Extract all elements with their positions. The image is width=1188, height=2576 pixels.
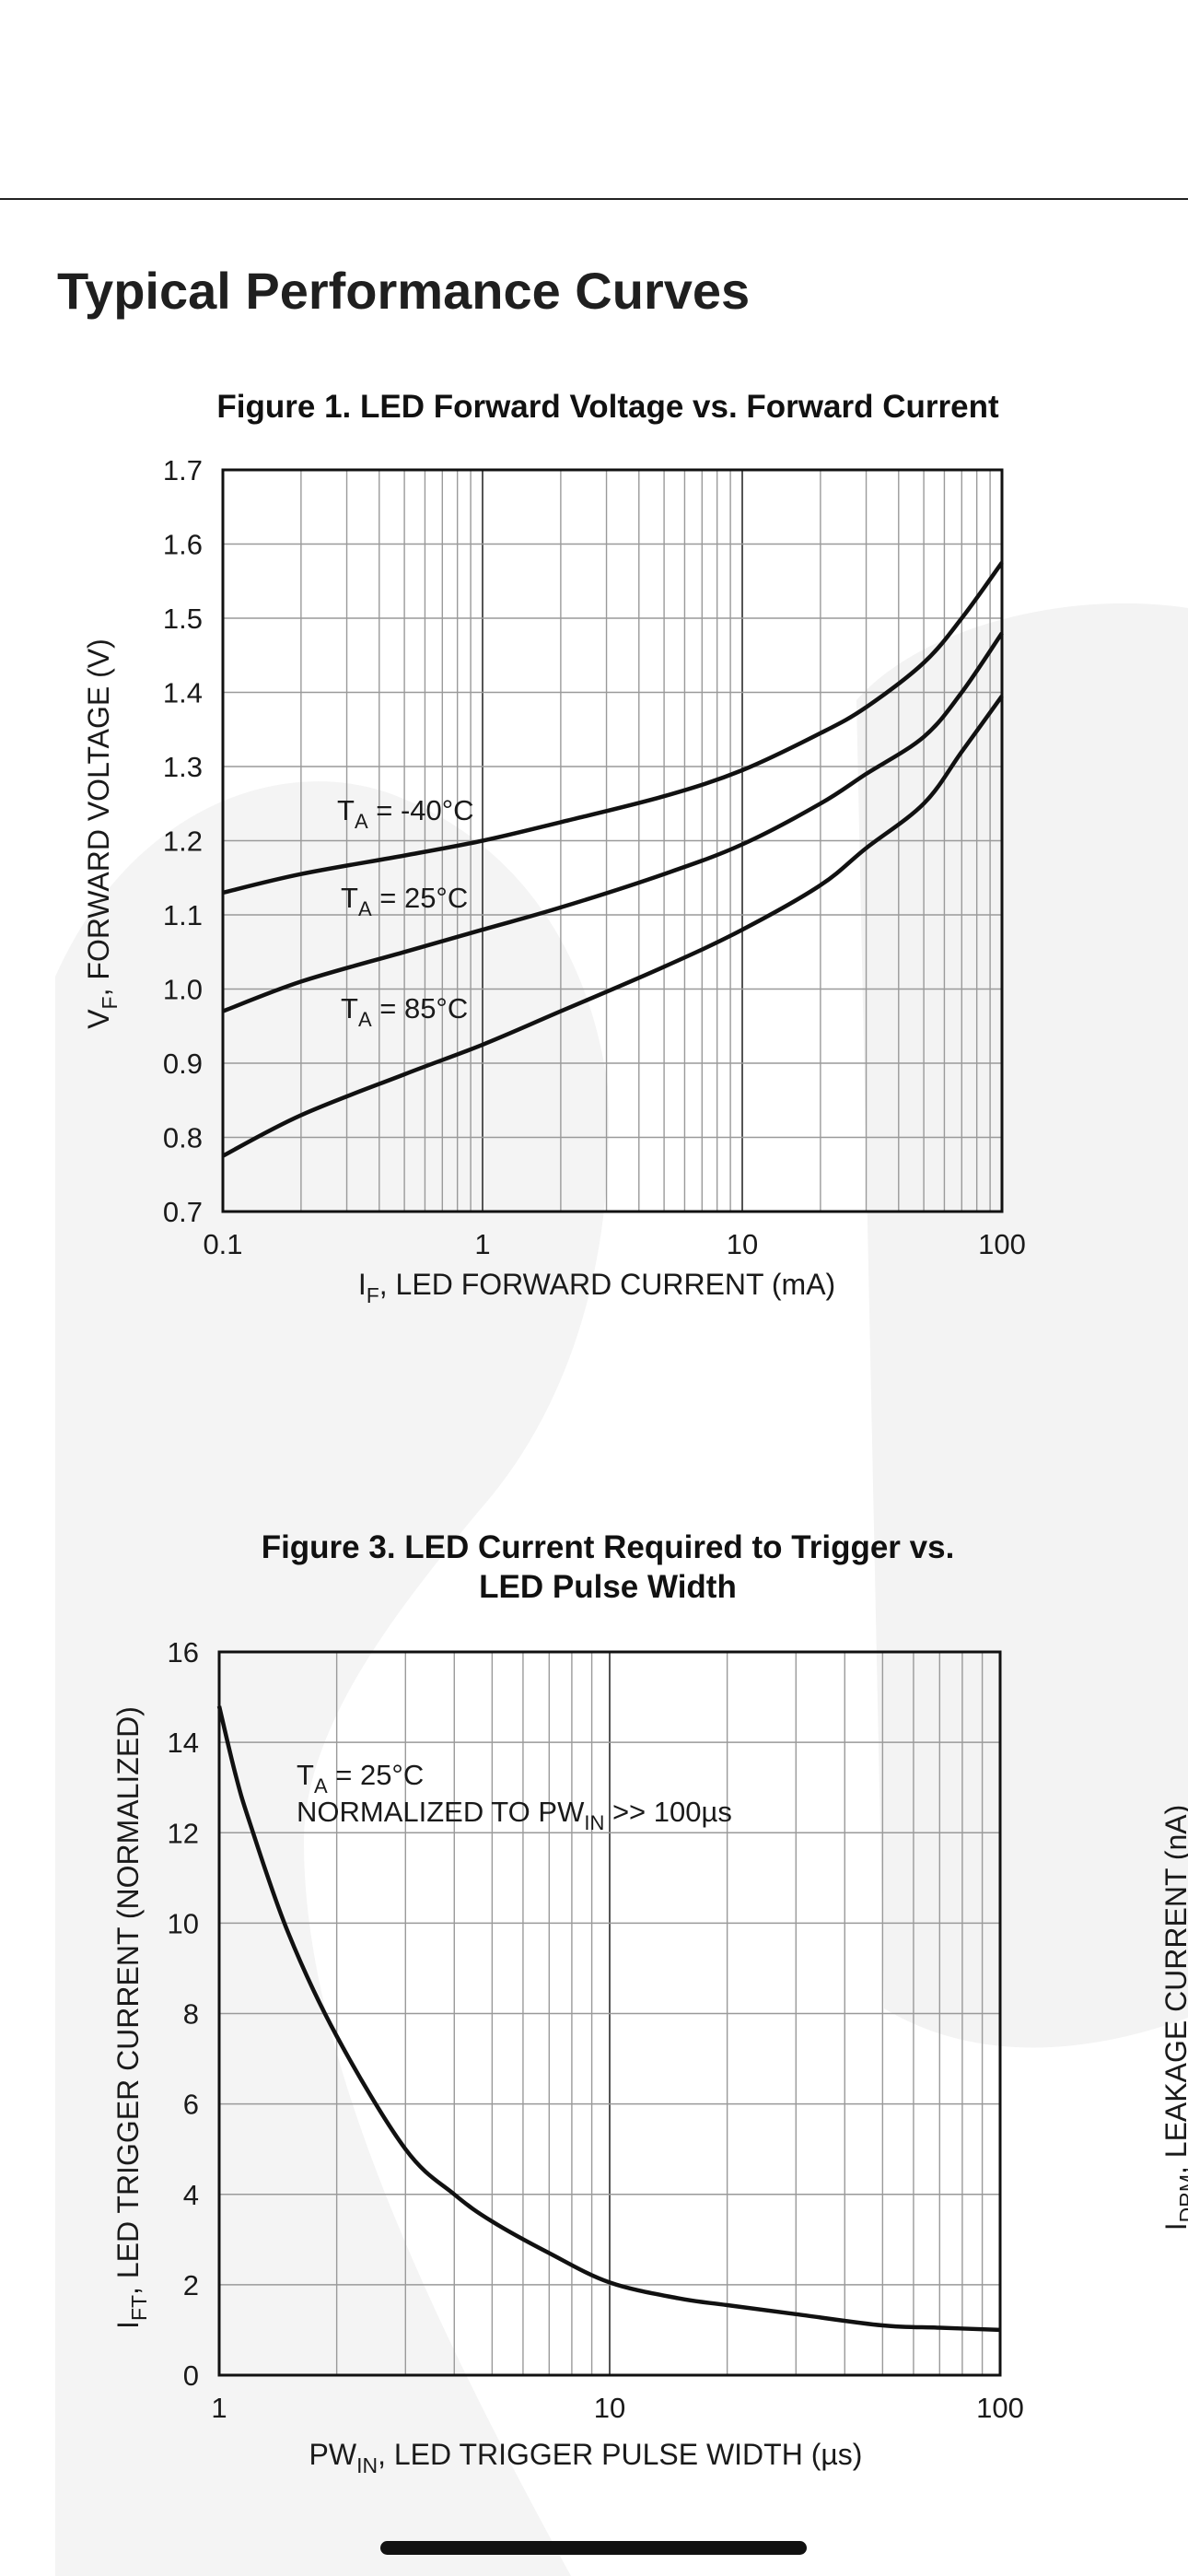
annotation-ta-25: TA = 25°C [341, 882, 468, 920]
series-line-0-1 [222, 631, 1004, 1013]
y-tick-label: 1.6 [163, 529, 203, 561]
y-tick-label: 1.4 [163, 677, 203, 709]
figure-3-title-line-1: Figure 3. LED Current Required to Trigge… [261, 1529, 955, 1565]
series-line-0-0 [222, 561, 1004, 896]
series-line-1-0 [216, 1705, 1001, 2333]
figure-1-title-text: Figure 1. LED Forward Voltage vs. Forwar… [216, 389, 999, 425]
annotation-normalized: NORMALIZED TO PWIN >> 100µs [297, 1796, 732, 1834]
figure-3-title-line-2: LED Pulse Width [479, 1569, 737, 1605]
x-tick-label: 0.1 [203, 1228, 242, 1260]
y-tick-label: 1.2 [163, 825, 203, 858]
y-tick-label: 1.1 [163, 899, 203, 931]
figure-1-chart: 0.1 1 10 100 0.7 0.8 0.9 1.0 1.1 1.2 1.3 1.4 1.5 1.6 1… [82, 454, 1026, 1307]
page-title: Typical Performance Curves [57, 262, 751, 320]
figure-3-y-axis-label: IFT, LED TRIGGER CURRENT (NORMALIZED) [111, 1706, 151, 2329]
annotation-ta-85: TA = 85°C [341, 992, 468, 1031]
y-tick-label: 0 [183, 2359, 199, 2392]
y-tick-label: 10 [168, 1907, 199, 1939]
y-tick-label: 0.8 [163, 1122, 203, 1154]
figure-3-chart: 1 10 100 0 2 4 6 8 10 12 14 16 TA = 25°C NORMALIZED… [111, 1636, 1188, 2477]
x-tick-label: 1 [474, 1228, 490, 1260]
y-tick-label: 8 [183, 1998, 199, 2031]
y-tick-label: 1.3 [163, 751, 203, 783]
header-rule [0, 198, 1188, 200]
partial-leakage-axis-label: IDRM, LEAKAGE CURRENT (nA) [1159, 1805, 1188, 2231]
x-tick-label: 100 [978, 1228, 1026, 1260]
y-tick-label: 6 [183, 2089, 199, 2121]
series-line-0-2 [221, 695, 1004, 1158]
y-tick-label: 1.0 [163, 974, 203, 1006]
y-tick-label: 1.7 [163, 454, 203, 486]
figure-1-x-axis-label: IF, LED FORWARD CURRENT (mA) [358, 1268, 835, 1307]
y-tick-label: 1.5 [163, 603, 203, 635]
y-tick-label: 0.7 [163, 1196, 203, 1228]
plot-frame [217, 1650, 1002, 2377]
y-tick-label: 16 [168, 1636, 199, 1669]
y-tick-label: 12 [168, 1817, 199, 1849]
plot-frame [221, 468, 1004, 1213]
x-tick-label: 10 [594, 2392, 625, 2424]
y-tick-label: 4 [183, 2179, 199, 2211]
figure-3-title: Figure 3. LED Current Required to Trigge… [0, 1528, 1188, 1607]
x-tick-label: 1 [211, 2392, 227, 2424]
x-tick-label: 10 [727, 1228, 758, 1260]
x-tick-label: 100 [976, 2392, 1024, 2424]
annotation-ta-25-fig3: TA = 25°C [297, 1759, 424, 1797]
y-tick-label: 2 [183, 2269, 199, 2301]
figure-1-title: Figure 1. LED Forward Voltage vs. Forwar… [0, 387, 1188, 427]
y-tick-label: 0.9 [163, 1048, 203, 1080]
y-tick-label: 14 [168, 1727, 199, 1759]
annotation-ta-minus-40: TA = -40°C [337, 794, 474, 833]
home-indicator[interactable] [380, 2541, 807, 2555]
figure-1-y-axis-label: VF, FORWARD VOLTAGE (V) [82, 638, 122, 1029]
figure-3-x-axis-label: PWIN, LED TRIGGER PULSE WIDTH (µs) [309, 2438, 863, 2477]
